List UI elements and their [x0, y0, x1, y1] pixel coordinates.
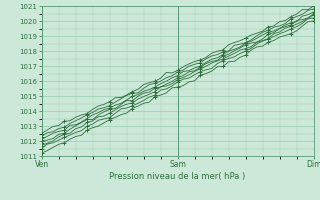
X-axis label: Pression niveau de la mer( hPa ): Pression niveau de la mer( hPa ): [109, 172, 246, 181]
